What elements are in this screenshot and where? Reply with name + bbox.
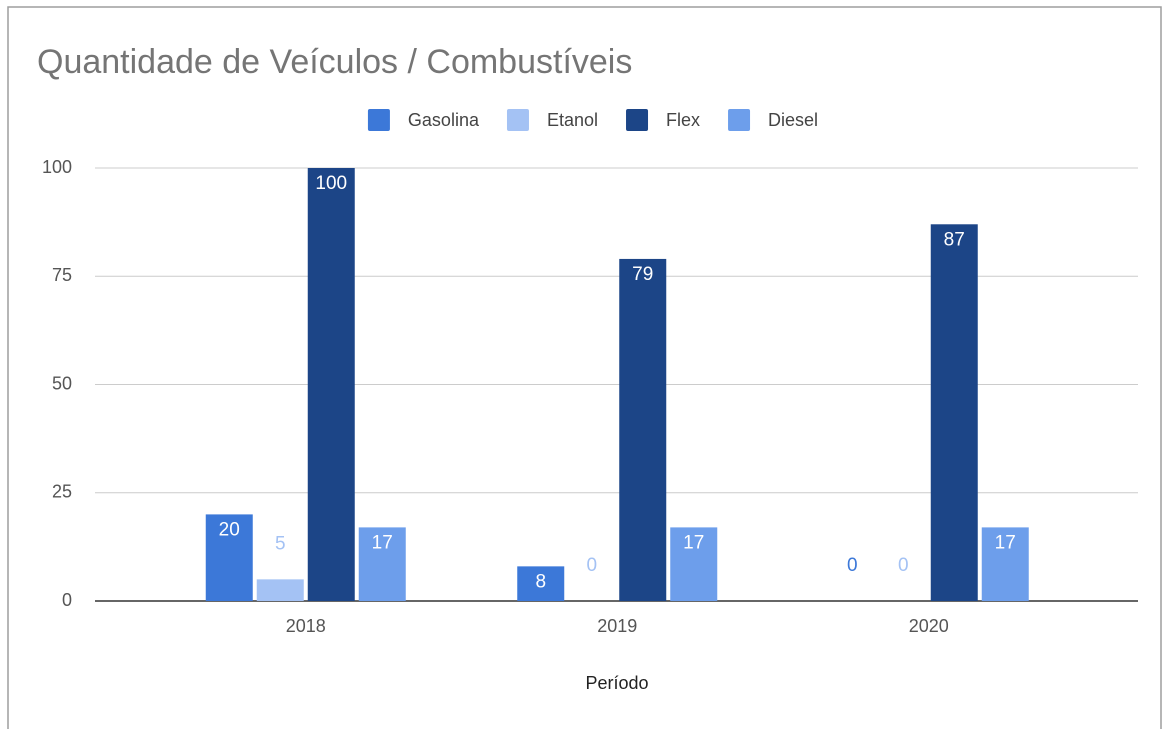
- data-label: 0: [898, 555, 909, 576]
- bar: [205, 514, 253, 601]
- data-label: 17: [995, 532, 1016, 553]
- bar: [256, 579, 304, 601]
- x-tick-label: 2018: [286, 616, 326, 636]
- data-label: 0: [847, 555, 858, 576]
- x-axis-title: Período: [585, 673, 648, 693]
- legend-swatch: [728, 109, 751, 131]
- data-label: 17: [372, 532, 393, 553]
- bar: [930, 224, 978, 602]
- data-label: 100: [315, 173, 347, 194]
- data-label: 20: [219, 519, 240, 540]
- bar: [670, 527, 718, 601]
- bar: [307, 168, 355, 601]
- data-label: 5: [275, 533, 286, 554]
- bar: [981, 527, 1029, 601]
- bar: [517, 566, 565, 601]
- data-label: 87: [944, 229, 965, 250]
- data-label: 17: [683, 532, 704, 553]
- y-tick-label: 0: [62, 590, 72, 610]
- legend-label: Gasolina: [408, 110, 480, 130]
- x-tick-label: 2019: [597, 616, 637, 636]
- y-tick-label: 75: [52, 265, 72, 285]
- bar: [619, 258, 667, 601]
- legend-swatch: [626, 109, 649, 131]
- legend-label: Flex: [666, 110, 700, 130]
- chart-title: Quantidade de Veículos / Combustíveis: [37, 43, 632, 81]
- y-tick-label: 25: [52, 482, 72, 502]
- legend-swatch: [367, 109, 390, 131]
- legend-label: Diesel: [768, 110, 818, 130]
- data-label: 79: [632, 264, 653, 285]
- y-tick-label: 50: [52, 373, 72, 393]
- legend-swatch: [506, 109, 529, 131]
- x-tick-label: 2020: [909, 616, 949, 636]
- legend-label: Etanol: [547, 110, 598, 130]
- y-tick-label: 100: [42, 157, 72, 177]
- data-label: 0: [586, 555, 597, 576]
- bar: [358, 527, 406, 601]
- data-label: 8: [535, 571, 546, 592]
